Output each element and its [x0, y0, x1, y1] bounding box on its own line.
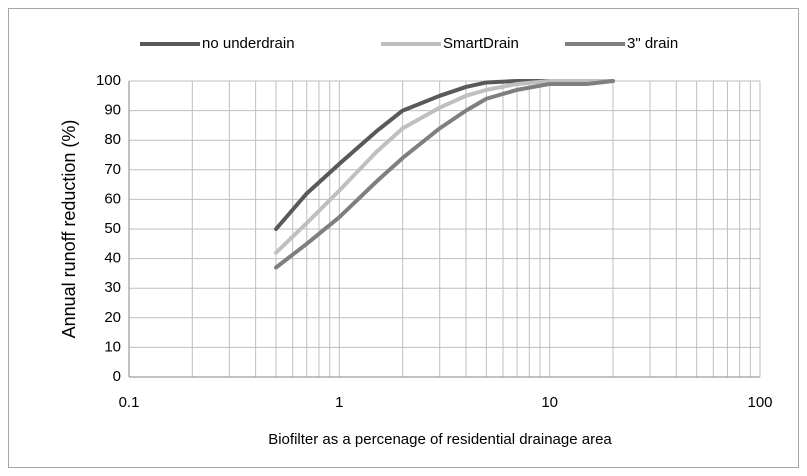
series-line [274, 79, 615, 255]
y-tick-label: 50 [104, 220, 121, 237]
y-tick-label: 40 [104, 250, 121, 267]
legend-label: 3" drain [627, 35, 678, 52]
y-tick-label: 20 [104, 309, 121, 326]
y-tick-label: 80 [104, 131, 121, 148]
series-line [274, 79, 615, 270]
y-tick-label: 90 [104, 102, 121, 119]
y-axis-label: Annual runoff reduction (%) [59, 120, 79, 339]
y-tick-label: 10 [104, 338, 121, 355]
y-tick-label: 30 [104, 279, 121, 296]
legend-label: SmartDrain [443, 35, 519, 52]
y-tick-label: 0 [113, 368, 121, 385]
x-tick-label: 0.1 [119, 394, 140, 411]
y-tick-label: 60 [104, 190, 121, 207]
chart-frame [8, 8, 799, 468]
x-tick-label: 1 [335, 394, 343, 411]
x-tick-label: 10 [541, 394, 558, 411]
y-tick-label: 70 [104, 161, 121, 178]
y-tick-label: 100 [96, 72, 121, 89]
legend-label: no underdrain [202, 35, 295, 52]
x-tick-label: 100 [747, 394, 772, 411]
x-axis-label: Biofilter as a percenage of residential … [268, 431, 612, 448]
